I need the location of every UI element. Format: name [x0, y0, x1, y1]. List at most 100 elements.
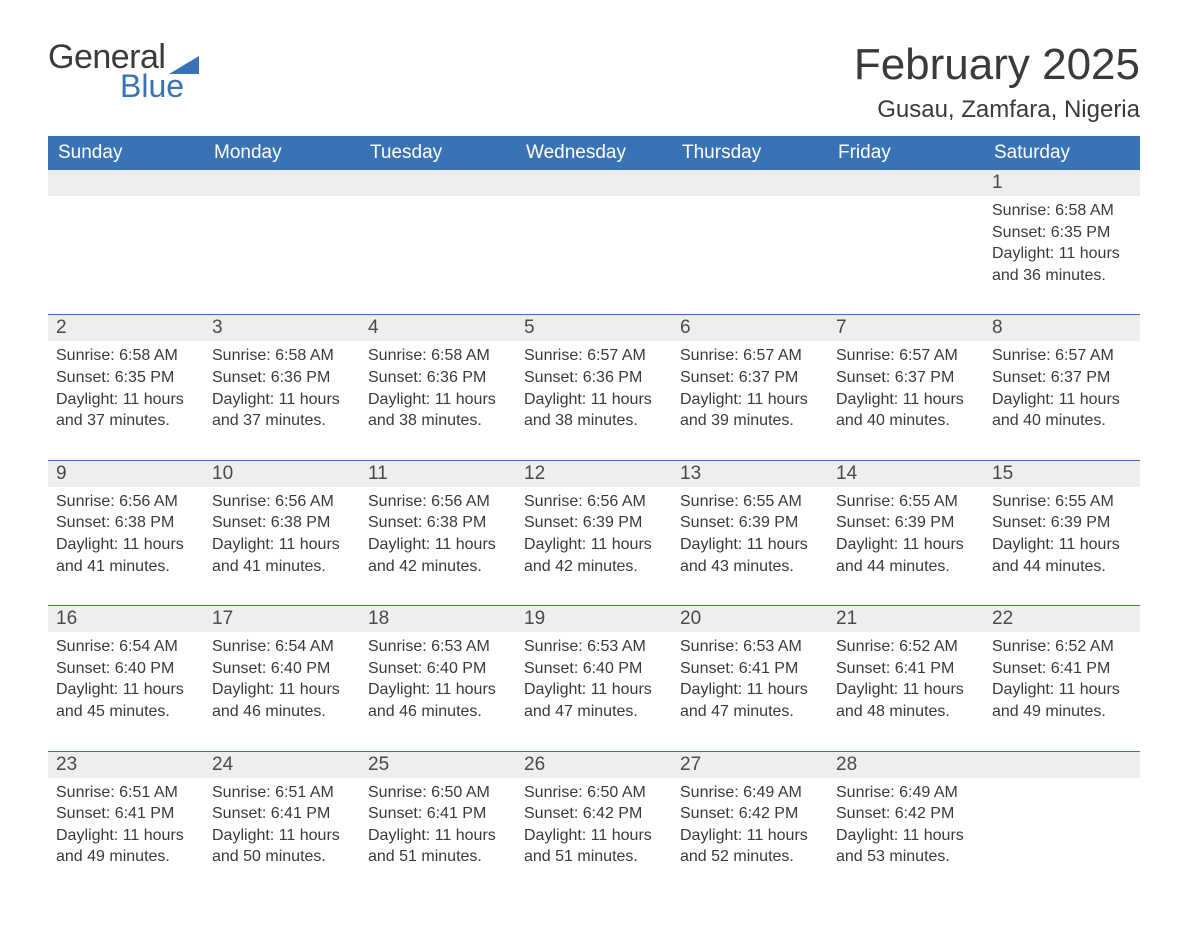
sunrise-text: Sunrise: 6:56 AM: [368, 491, 508, 513]
daylight-text-1: Daylight: 11 hours: [212, 534, 352, 556]
day-info-cell: [204, 196, 360, 315]
daylight-text-1: Daylight: 11 hours: [56, 389, 196, 411]
day-info-cell: Sunrise: 6:52 AMSunset: 6:41 PMDaylight:…: [828, 632, 984, 751]
day-info-row: Sunrise: 6:58 AMSunset: 6:35 PMDaylight:…: [48, 341, 1140, 460]
day-number-cell: 15: [984, 461, 1140, 487]
daylight-text-1: Daylight: 11 hours: [836, 534, 976, 556]
day-info-cell: Sunrise: 6:58 AMSunset: 6:35 PMDaylight:…: [48, 341, 204, 460]
day-info-row: Sunrise: 6:56 AMSunset: 6:38 PMDaylight:…: [48, 487, 1140, 606]
daylight-text-2: and 47 minutes.: [524, 701, 664, 723]
sunset-text: Sunset: 6:40 PM: [56, 658, 196, 680]
daylight-text-2: and 39 minutes.: [680, 410, 820, 432]
sunset-text: Sunset: 6:41 PM: [368, 803, 508, 825]
day-info-cell: Sunrise: 6:56 AMSunset: 6:38 PMDaylight:…: [204, 487, 360, 606]
day-number-cell: 14: [828, 461, 984, 487]
daylight-text-2: and 38 minutes.: [524, 410, 664, 432]
sunset-text: Sunset: 6:35 PM: [56, 367, 196, 389]
sunrise-text: Sunrise: 6:58 AM: [368, 345, 508, 367]
sunset-text: Sunset: 6:42 PM: [680, 803, 820, 825]
daylight-text-2: and 38 minutes.: [368, 410, 508, 432]
day-info-cell: Sunrise: 6:55 AMSunset: 6:39 PMDaylight:…: [984, 487, 1140, 606]
daylight-text-1: Daylight: 11 hours: [992, 679, 1132, 701]
day-number-cell: 23: [48, 752, 204, 778]
day-info-cell: Sunrise: 6:55 AMSunset: 6:39 PMDaylight:…: [672, 487, 828, 606]
day-info-cell: Sunrise: 6:55 AMSunset: 6:39 PMDaylight:…: [828, 487, 984, 606]
day-number-row: 16171819202122: [48, 606, 1140, 632]
day-number-cell: 21: [828, 606, 984, 632]
daylight-text-1: Daylight: 11 hours: [56, 825, 196, 847]
daylight-text-2: and 45 minutes.: [56, 701, 196, 723]
daylight-text-2: and 47 minutes.: [680, 701, 820, 723]
sunset-text: Sunset: 6:41 PM: [836, 658, 976, 680]
sunrise-text: Sunrise: 6:56 AM: [524, 491, 664, 513]
daylight-text-1: Daylight: 11 hours: [524, 679, 664, 701]
day-info-cell: [48, 196, 204, 315]
day-number-cell: 22: [984, 606, 1140, 632]
day-info-cell: Sunrise: 6:56 AMSunset: 6:38 PMDaylight:…: [48, 487, 204, 606]
sunrise-text: Sunrise: 6:50 AM: [524, 782, 664, 804]
sunrise-text: Sunrise: 6:51 AM: [212, 782, 352, 804]
sunset-text: Sunset: 6:42 PM: [836, 803, 976, 825]
sunrise-text: Sunrise: 6:56 AM: [56, 491, 196, 513]
day-info-cell: Sunrise: 6:49 AMSunset: 6:42 PMDaylight:…: [672, 778, 828, 896]
day-header: Monday: [204, 136, 360, 170]
day-info-cell: [672, 196, 828, 315]
day-info-cell: Sunrise: 6:58 AMSunset: 6:36 PMDaylight:…: [204, 341, 360, 460]
daylight-text-2: and 51 minutes.: [368, 846, 508, 868]
day-number-cell: 3: [204, 315, 360, 341]
sunset-text: Sunset: 6:40 PM: [368, 658, 508, 680]
day-number-cell: [516, 170, 672, 196]
daylight-text-1: Daylight: 11 hours: [680, 389, 820, 411]
day-info-cell: Sunrise: 6:51 AMSunset: 6:41 PMDaylight:…: [204, 778, 360, 896]
day-number-cell: 1: [984, 170, 1140, 196]
day-number-cell: 26: [516, 752, 672, 778]
day-number-cell: 10: [204, 461, 360, 487]
daylight-text-1: Daylight: 11 hours: [56, 534, 196, 556]
day-number-row: 9101112131415: [48, 461, 1140, 487]
sunset-text: Sunset: 6:36 PM: [368, 367, 508, 389]
daylight-text-2: and 40 minutes.: [992, 410, 1132, 432]
daylight-text-1: Daylight: 11 hours: [680, 534, 820, 556]
day-number-cell: 5: [516, 315, 672, 341]
daylight-text-2: and 44 minutes.: [836, 556, 976, 578]
title-block: February 2025 Gusau, Zamfara, Nigeria: [854, 40, 1140, 124]
day-header: Friday: [828, 136, 984, 170]
day-number-cell: 4: [360, 315, 516, 341]
day-number-cell: 7: [828, 315, 984, 341]
day-number-row: 1: [48, 170, 1140, 196]
day-number-cell: [984, 752, 1140, 778]
day-info-cell: Sunrise: 6:56 AMSunset: 6:38 PMDaylight:…: [360, 487, 516, 606]
day-info-cell: Sunrise: 6:58 AMSunset: 6:35 PMDaylight:…: [984, 196, 1140, 315]
sunrise-text: Sunrise: 6:52 AM: [836, 636, 976, 658]
daylight-text-2: and 42 minutes.: [368, 556, 508, 578]
daylight-text-1: Daylight: 11 hours: [836, 825, 976, 847]
day-number-cell: [48, 170, 204, 196]
daylight-text-1: Daylight: 11 hours: [368, 825, 508, 847]
sunset-text: Sunset: 6:36 PM: [524, 367, 664, 389]
daylight-text-1: Daylight: 11 hours: [368, 389, 508, 411]
daylight-text-1: Daylight: 11 hours: [524, 534, 664, 556]
daylight-text-1: Daylight: 11 hours: [212, 825, 352, 847]
location-text: Gusau, Zamfara, Nigeria: [854, 96, 1140, 124]
day-number-cell: 17: [204, 606, 360, 632]
day-info-cell: [360, 196, 516, 315]
daylight-text-1: Daylight: 11 hours: [368, 679, 508, 701]
daylight-text-1: Daylight: 11 hours: [524, 389, 664, 411]
sunset-text: Sunset: 6:41 PM: [992, 658, 1132, 680]
sunset-text: Sunset: 6:41 PM: [212, 803, 352, 825]
daylight-text-2: and 44 minutes.: [992, 556, 1132, 578]
day-number-cell: [828, 170, 984, 196]
daylight-text-1: Daylight: 11 hours: [992, 243, 1132, 265]
day-number-cell: 8: [984, 315, 1140, 341]
day-number-cell: 24: [204, 752, 360, 778]
sunrise-text: Sunrise: 6:57 AM: [524, 345, 664, 367]
day-info-cell: Sunrise: 6:50 AMSunset: 6:41 PMDaylight:…: [360, 778, 516, 896]
day-info-cell: Sunrise: 6:57 AMSunset: 6:37 PMDaylight:…: [672, 341, 828, 460]
sunset-text: Sunset: 6:39 PM: [680, 512, 820, 534]
day-number-cell: 6: [672, 315, 828, 341]
sunrise-text: Sunrise: 6:52 AM: [992, 636, 1132, 658]
daylight-text-2: and 52 minutes.: [680, 846, 820, 868]
daylight-text-2: and 49 minutes.: [992, 701, 1132, 723]
day-number-cell: 19: [516, 606, 672, 632]
day-info-row: Sunrise: 6:51 AMSunset: 6:41 PMDaylight:…: [48, 778, 1140, 896]
